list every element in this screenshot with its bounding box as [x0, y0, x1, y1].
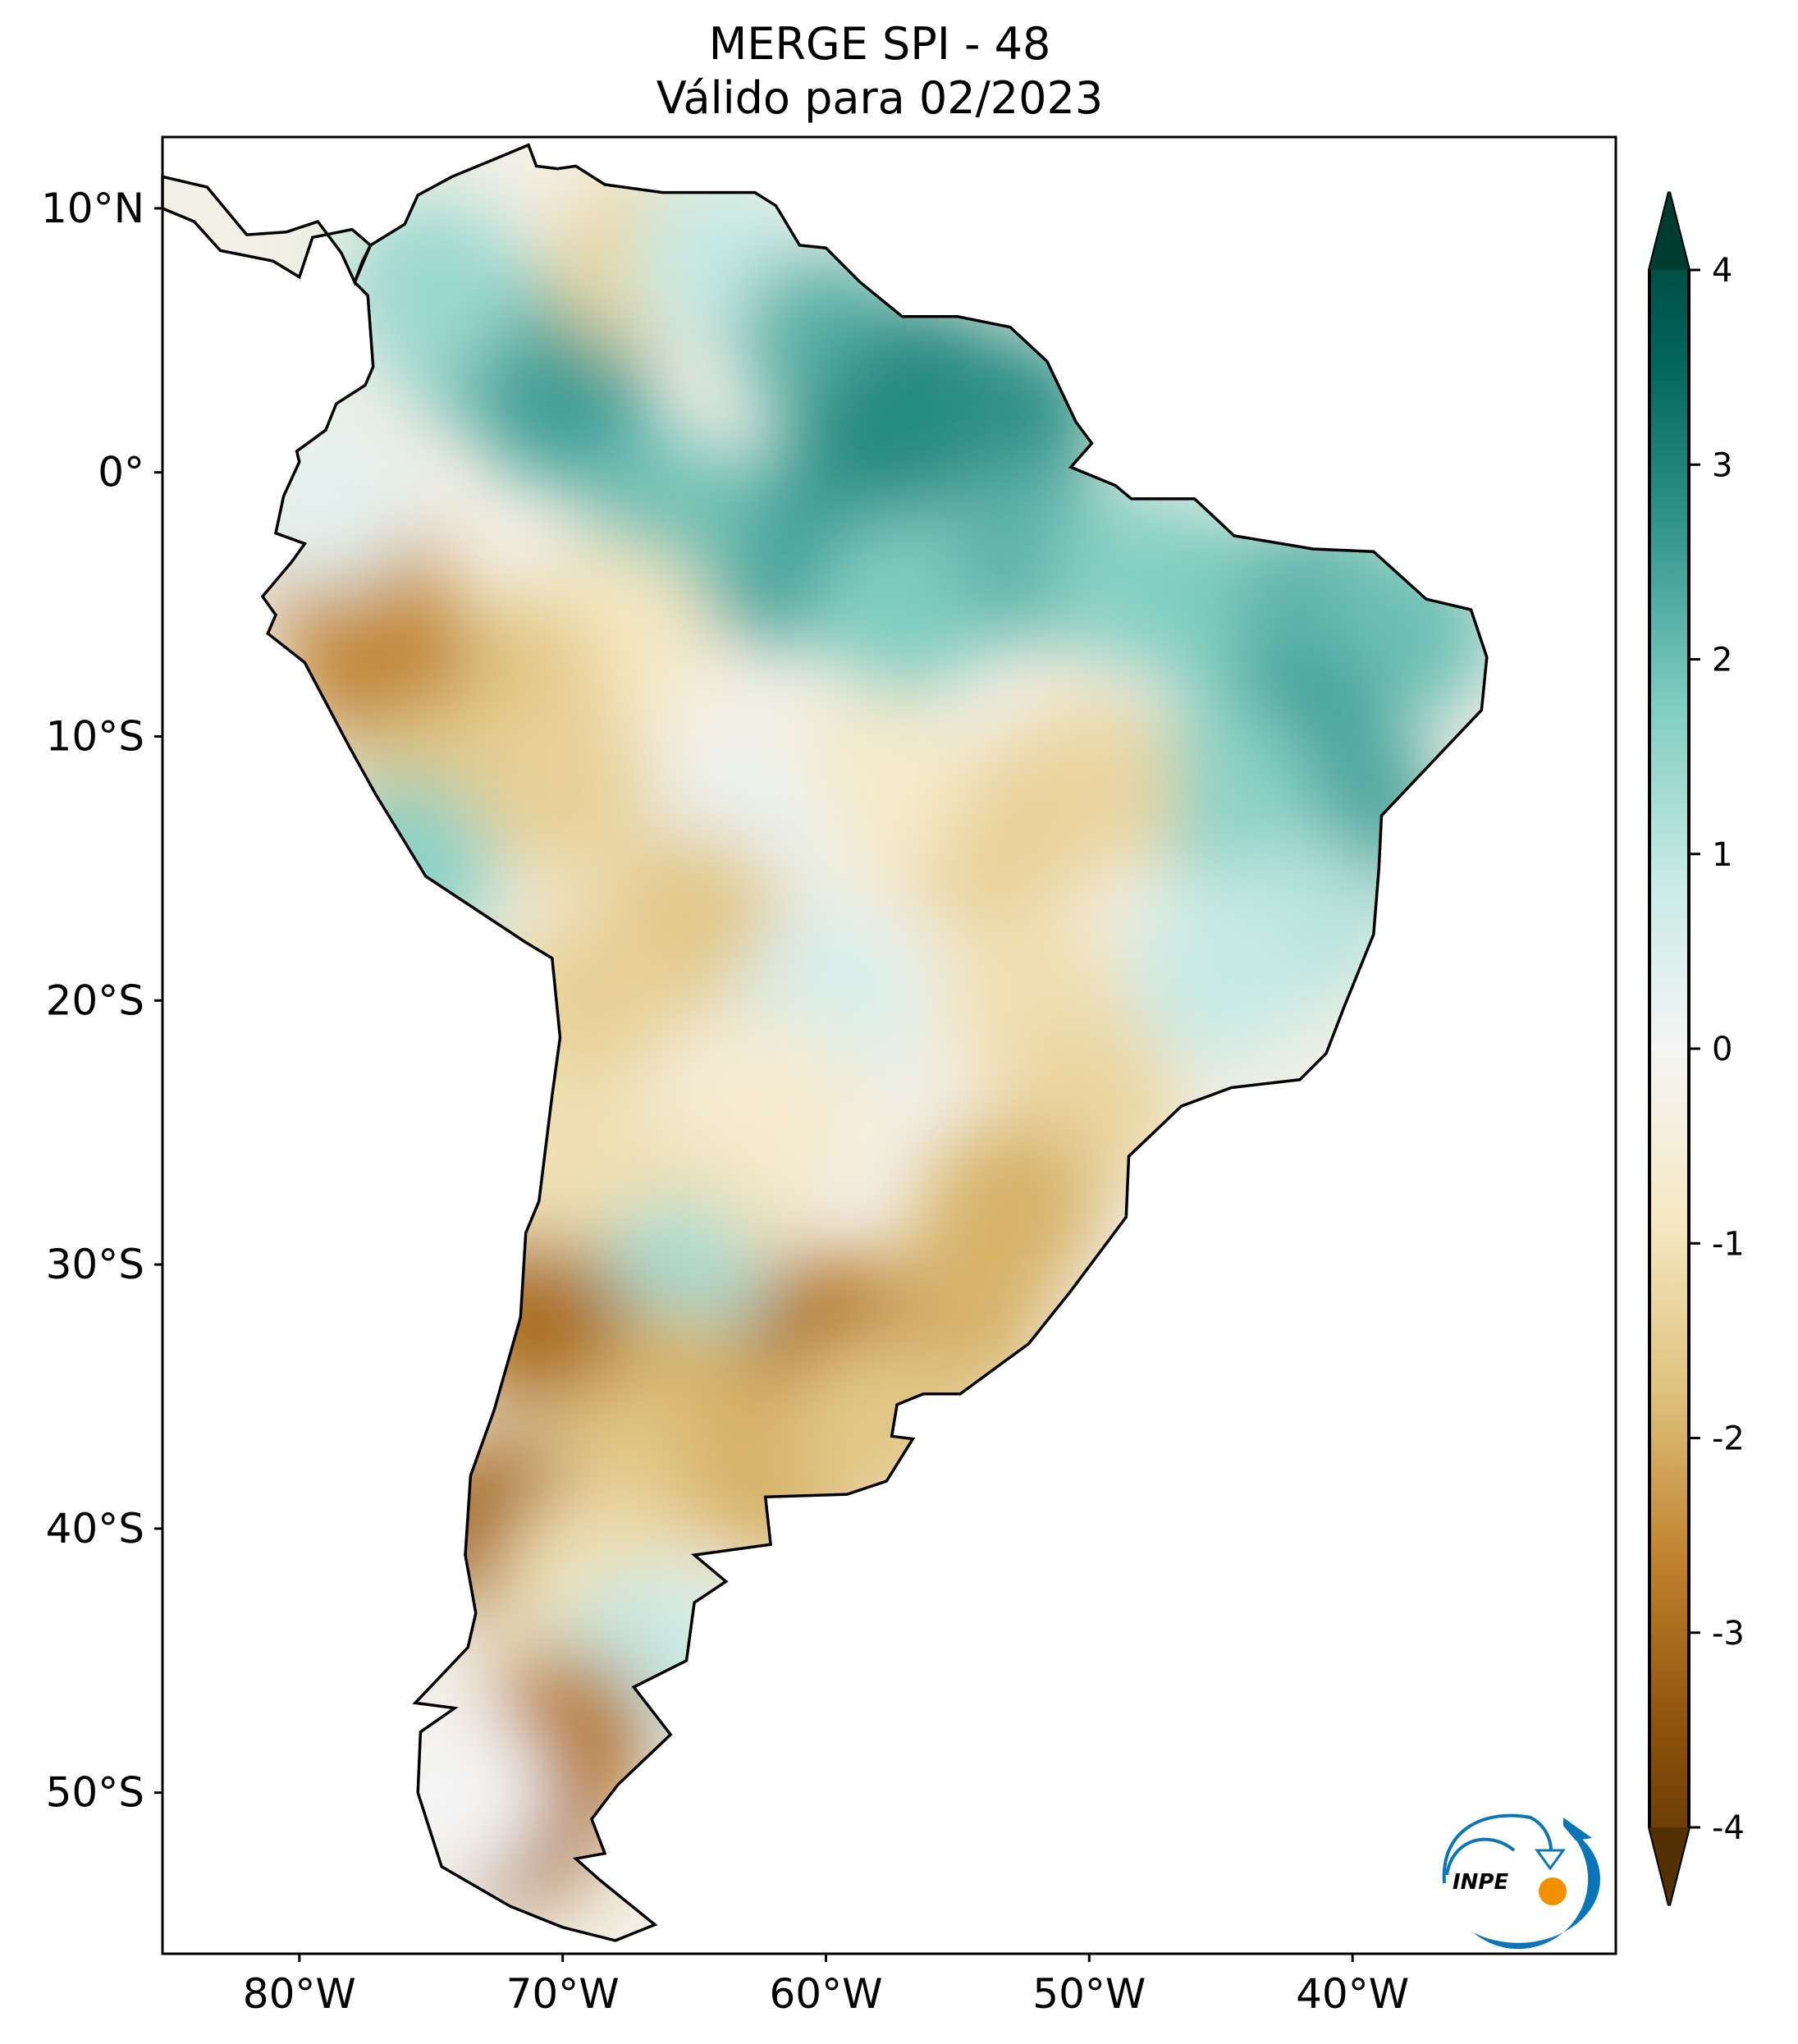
colorbar-tick-label: 1 [1712, 836, 1732, 874]
colorbar-tick-label: -4 [1712, 1809, 1745, 1847]
spi-sample-cell [1130, 698, 1311, 880]
lon-tick-label: 60°W [769, 1970, 882, 2018]
lat-axis: 10°N 0° 10°S 20°S 30°S 40°S 50°S [41, 185, 162, 1817]
lat-tick-label: 0° [98, 449, 144, 496]
lat-tick-label: 30°S [46, 1241, 144, 1288]
colorbar-tick-label: 3 [1712, 446, 1732, 484]
chart-subtitle: Válido para 02/2023 [657, 72, 1103, 124]
colorbar-extend-min [1649, 1827, 1689, 1905]
colorbar-tick-label: 0 [1712, 1031, 1732, 1068]
lat-tick-label: 20°S [46, 976, 144, 1024]
logo-orbit-line-inner [1445, 1837, 1516, 1876]
map-frame [161, 135, 1617, 1955]
coastline [260, 143, 1489, 1942]
logo-arrow-head [1563, 1818, 1592, 1841]
map-area [161, 135, 1617, 1955]
central-america-coastline [161, 175, 373, 286]
logo-orbit-line [1442, 1813, 1553, 1884]
inpe-logo: INPE [1442, 1813, 1601, 1950]
lat-tick-label: 10°N [41, 185, 144, 232]
colorbar-body [1648, 191, 1690, 1906]
lon-tick-label: 80°W [243, 1970, 356, 2018]
logo-sun [1539, 1877, 1567, 1905]
spi-sample-cell [341, 197, 522, 378]
colorbar-tick-label: 4 [1712, 252, 1732, 290]
logo-text: INPE [1453, 1870, 1508, 1895]
colorbar-tick-label: -1 [1712, 1225, 1745, 1263]
spi-sample-cell [472, 303, 653, 484]
colorbar-tick-label: -2 [1712, 1420, 1745, 1458]
lon-axis: 80°W 70°W 60°W 50°W 40°W [243, 1954, 1409, 2018]
chart-title: MERGE SPI - 48 [709, 18, 1051, 70]
lat-tick-label: 50°S [46, 1769, 144, 1817]
colorbar-tick-label: 2 [1712, 642, 1732, 679]
lat-tick-label: 10°S [46, 712, 144, 760]
spi-sample-cell [1130, 884, 1311, 1065]
lon-tick-label: 70°W [506, 1970, 620, 2018]
colorbar-tick-label: -3 [1712, 1615, 1745, 1653]
logo-down-arrow [1535, 1849, 1566, 1871]
lon-tick-label: 40°W [1296, 1970, 1409, 2018]
lat-tick-label: 40°S [46, 1505, 144, 1552]
spi-sample-cell [683, 1016, 864, 1197]
lon-tick-label: 50°W [1032, 1970, 1146, 2018]
colorbar-extend-max [1649, 192, 1689, 270]
colorbar: 4 3 2 1 0 -1 -2 -3 -4 [1648, 191, 1745, 1906]
spi-sample-cell [472, 698, 653, 880]
